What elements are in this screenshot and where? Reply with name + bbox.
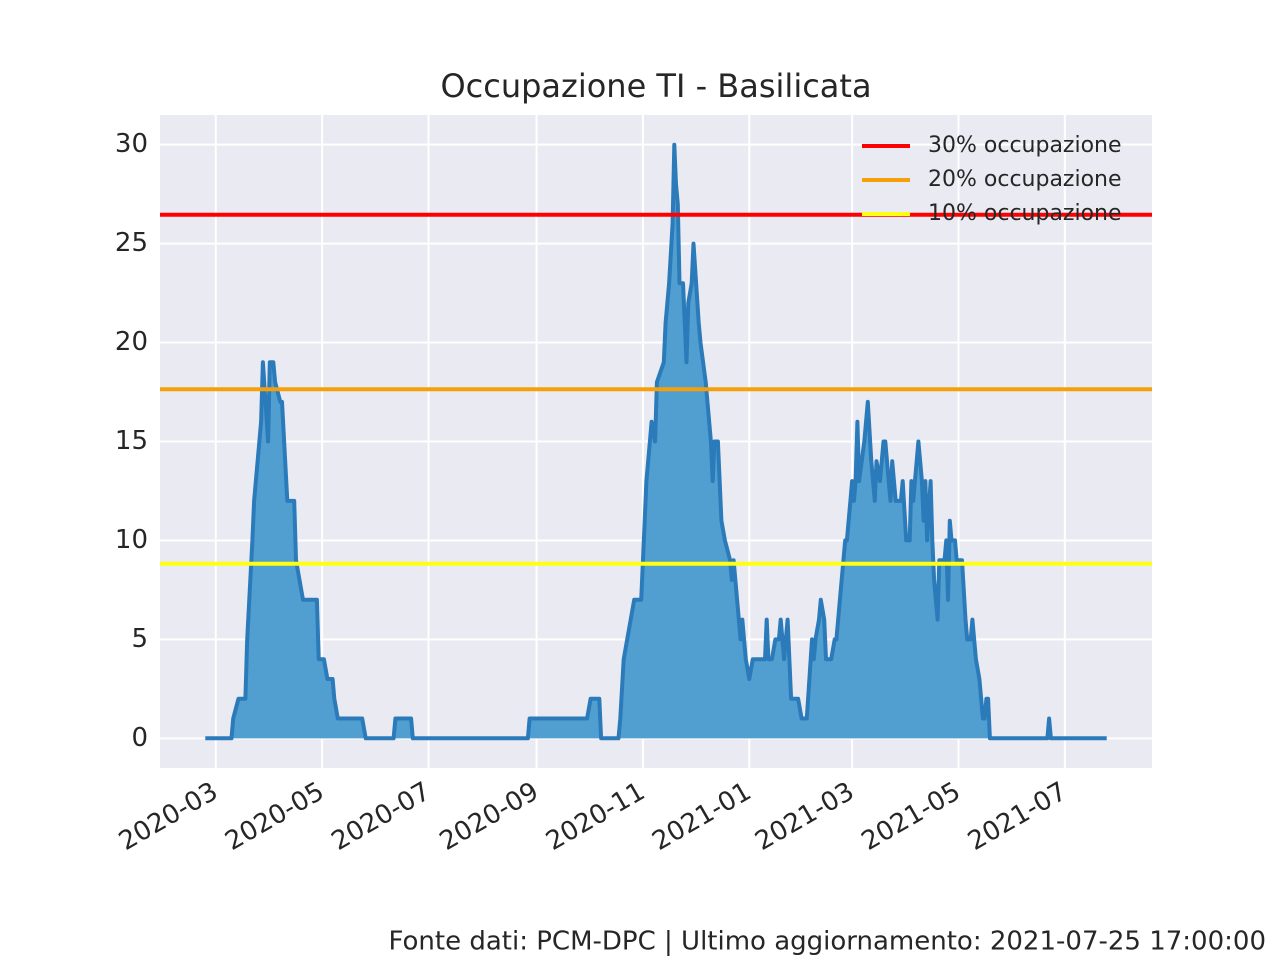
- x-tick-label: 2020-07: [327, 777, 436, 857]
- chart-title: Occupazione TI - Basilicata: [440, 67, 871, 105]
- legend-label: 20% occupazione: [928, 167, 1122, 192]
- legend-label: 10% occupazione: [928, 201, 1122, 226]
- x-tick-label: 2021-05: [857, 777, 966, 857]
- y-tick-label: 5: [131, 624, 148, 654]
- y-tick-label: 30: [115, 129, 148, 159]
- data-line: [205, 142, 1107, 741]
- y-tick-label: 0: [131, 723, 148, 753]
- x-tick-label: 2020-09: [435, 777, 544, 857]
- x-tick-label: 2020-11: [541, 777, 650, 857]
- x-tick-label: 2021-07: [963, 777, 1072, 857]
- x-tick-label: 2020-05: [220, 777, 329, 857]
- legend-label: 30% occupazione: [928, 133, 1122, 158]
- y-tick-label: 10: [115, 525, 148, 555]
- source-note: Fonte dati: PCM-DPC | Ultimo aggiornamen…: [389, 927, 1267, 957]
- x-tick-label: 2020-03: [114, 777, 223, 857]
- y-tick-label: 25: [115, 228, 148, 258]
- x-tick-label: 2021-03: [750, 777, 859, 857]
- x-tick-label: 2021-01: [647, 777, 756, 857]
- y-tick-label: 15: [115, 426, 148, 456]
- y-tick-label: 20: [115, 327, 148, 357]
